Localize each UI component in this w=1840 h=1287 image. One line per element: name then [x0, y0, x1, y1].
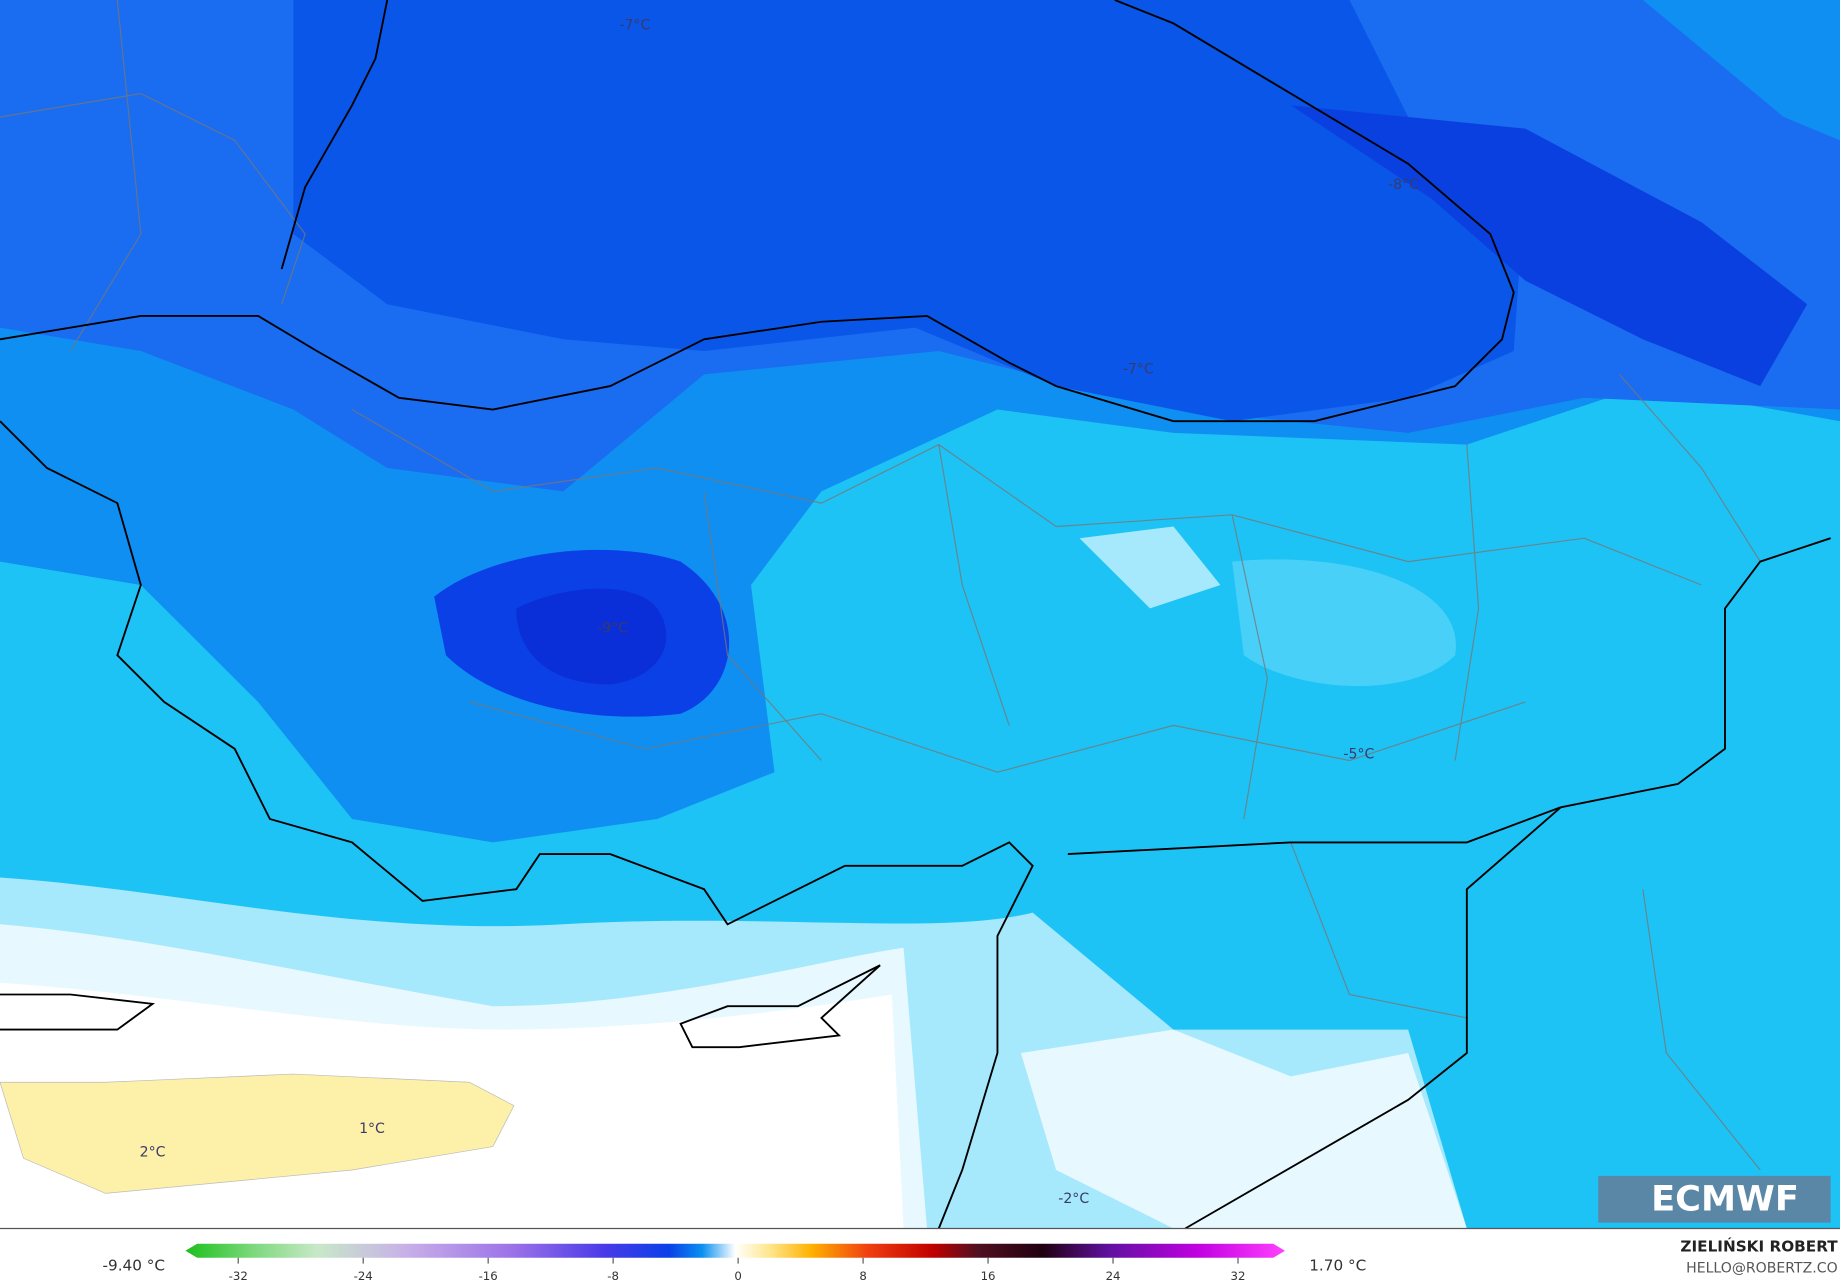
- temperature-label: -2°C: [1058, 1191, 1089, 1207]
- colorbar-tick-label: 0: [734, 1269, 741, 1283]
- min-label: -9.40 °C: [103, 1256, 166, 1274]
- borders: [0, 0, 1761, 1171]
- coastlines: [0, 0, 1831, 1230]
- author: ZIELIŃSKI ROBERT: [1680, 1237, 1838, 1256]
- colorbar-tick-label: -16: [479, 1269, 498, 1283]
- email: HELLO@ROBERTZ.CO: [1686, 1260, 1838, 1276]
- colorbar-tick-label: -8: [607, 1269, 619, 1283]
- temperature-label: -7°C: [619, 18, 650, 34]
- temperature-label: 2°C: [140, 1144, 166, 1160]
- colorbar-tick-label: 16: [981, 1269, 996, 1283]
- logo-box: [1598, 1175, 1831, 1223]
- colorbar-tick-label: 32: [1231, 1269, 1246, 1283]
- colorbar-tick-label: 24: [1106, 1269, 1121, 1283]
- max-label: 1.70 °C: [1309, 1256, 1366, 1274]
- colorbar-tick-label: -24: [354, 1269, 373, 1283]
- temperature-field: [0, 0, 1840, 1229]
- temperature-label: -5°C: [1343, 747, 1374, 763]
- colorbar: [185, 1243, 1285, 1258]
- temperature-label: -8°C: [1388, 177, 1419, 193]
- temperature-label: -9°C: [597, 620, 628, 636]
- colorbar-tick-label: -32: [229, 1269, 248, 1283]
- map-labels: -7°C -8°C -7°C -9°C -5°C 1°C 2°C -2°C: [140, 18, 1419, 1207]
- temperature-label: 1°C: [359, 1121, 385, 1137]
- temperature-label: -7°C: [1123, 362, 1154, 378]
- colorbar-ticks: -32 -24 -16 -8 0 8 16 24 32: [229, 1257, 1246, 1283]
- colorbar-tick-label: 8: [859, 1269, 866, 1283]
- logo: ECMWF: [1651, 1178, 1799, 1219]
